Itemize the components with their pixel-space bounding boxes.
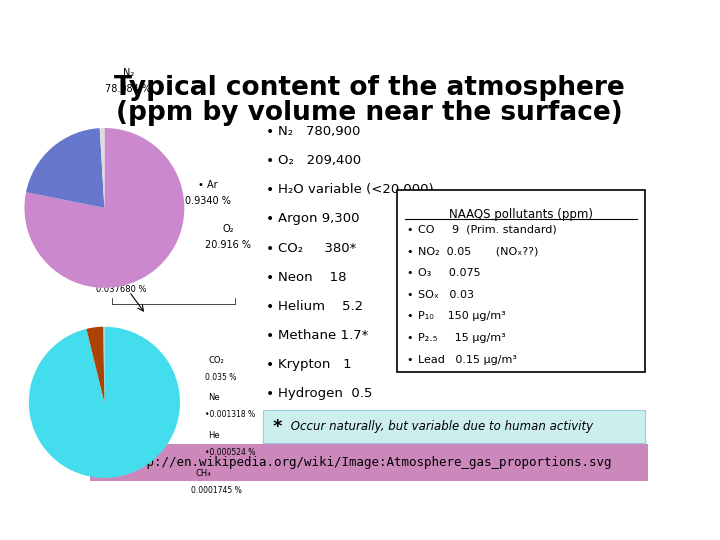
Text: H₂O variable (<20,000): H₂O variable (<20,000) (278, 183, 433, 197)
Text: Krypton   1: Krypton 1 (278, 358, 351, 371)
Text: •: • (266, 300, 274, 314)
Text: Typical content of the atmosphere: Typical content of the atmosphere (114, 75, 624, 101)
Text: 0.9340 %: 0.9340 % (185, 196, 231, 206)
Text: N₂: N₂ (122, 68, 134, 78)
Wedge shape (99, 128, 104, 208)
Text: CH₄: CH₄ (195, 469, 211, 478)
Text: Neon    18: Neon 18 (278, 271, 346, 284)
Text: •: • (406, 246, 413, 256)
Text: Hydrogen  0.5: Hydrogen 0.5 (278, 387, 372, 400)
Text: 78.084 %: 78.084 % (105, 84, 151, 94)
Text: •: • (266, 329, 274, 343)
Text: O₂   209,400: O₂ 209,400 (278, 154, 361, 167)
Text: •: • (266, 358, 274, 372)
FancyBboxPatch shape (90, 444, 648, 481)
Text: http://en.wikipedia.org/wiki/Image:Atmosphere_gas_proportions.svg: http://en.wikipedia.org/wiki/Image:Atmos… (125, 456, 613, 469)
Text: P₁₀    150 μg/m³: P₁₀ 150 μg/m³ (418, 312, 505, 321)
Text: Lead   0.15 μg/m³: Lead 0.15 μg/m³ (418, 355, 516, 365)
Text: •: • (266, 154, 274, 168)
Wedge shape (29, 327, 180, 478)
Text: Argon 9,300: Argon 9,300 (278, 212, 359, 225)
Text: O₃     0.075: O₃ 0.075 (418, 268, 480, 278)
Text: •: • (266, 212, 274, 226)
Text: •: • (266, 271, 274, 285)
Text: P₂.₅     15 μg/m³: P₂.₅ 15 μg/m³ (418, 333, 505, 343)
Text: 0.035 %: 0.035 % (204, 373, 236, 382)
Text: CO₂     380*: CO₂ 380* (278, 241, 356, 254)
Wedge shape (24, 128, 184, 288)
Text: *: * (272, 417, 282, 436)
Text: (ppm by volume near the surface): (ppm by volume near the surface) (116, 100, 622, 126)
Text: •: • (406, 225, 413, 235)
Text: •0.000524 %: •0.000524 % (204, 448, 255, 457)
FancyBboxPatch shape (263, 410, 645, 443)
FancyBboxPatch shape (397, 190, 645, 373)
Text: CO₂: CO₂ (208, 356, 224, 364)
Text: Helium    5.2: Helium 5.2 (278, 300, 363, 313)
Text: •: • (406, 268, 413, 278)
Text: Methane 1.7*: Methane 1.7* (278, 329, 369, 342)
Text: N₂   780,900: N₂ 780,900 (278, 125, 361, 138)
Text: He: He (208, 431, 220, 440)
Text: •: • (266, 241, 274, 255)
Wedge shape (26, 128, 104, 208)
Text: CO     9  (Prim. standard): CO 9 (Prim. standard) (418, 225, 557, 235)
Text: Occur naturally, but variable due to human activity: Occur naturally, but variable due to hum… (287, 420, 593, 433)
Text: SOₓ   0.03: SOₓ 0.03 (418, 290, 474, 300)
Text: •: • (266, 183, 274, 197)
Text: •: • (266, 387, 274, 401)
Text: • Ar: • Ar (199, 180, 218, 190)
Text: •: • (406, 290, 413, 300)
Text: •: • (406, 355, 413, 365)
Text: •0.001318 %: •0.001318 % (204, 410, 255, 420)
Text: 0.037680 %: 0.037680 % (96, 285, 146, 294)
Text: 0.0001745 %: 0.0001745 % (192, 486, 242, 495)
Text: •: • (266, 125, 274, 139)
Text: •: • (406, 312, 413, 321)
Text: O₂: O₂ (222, 224, 234, 234)
Text: NAAQS pollutants (ppm): NAAQS pollutants (ppm) (449, 208, 593, 221)
Text: Ne: Ne (208, 394, 220, 402)
Text: NO₂  0.05       (NOₓ??): NO₂ 0.05 (NOₓ??) (418, 246, 538, 256)
Wedge shape (86, 327, 104, 402)
Text: 20.916 %: 20.916 % (205, 240, 251, 250)
Text: •: • (406, 333, 413, 343)
